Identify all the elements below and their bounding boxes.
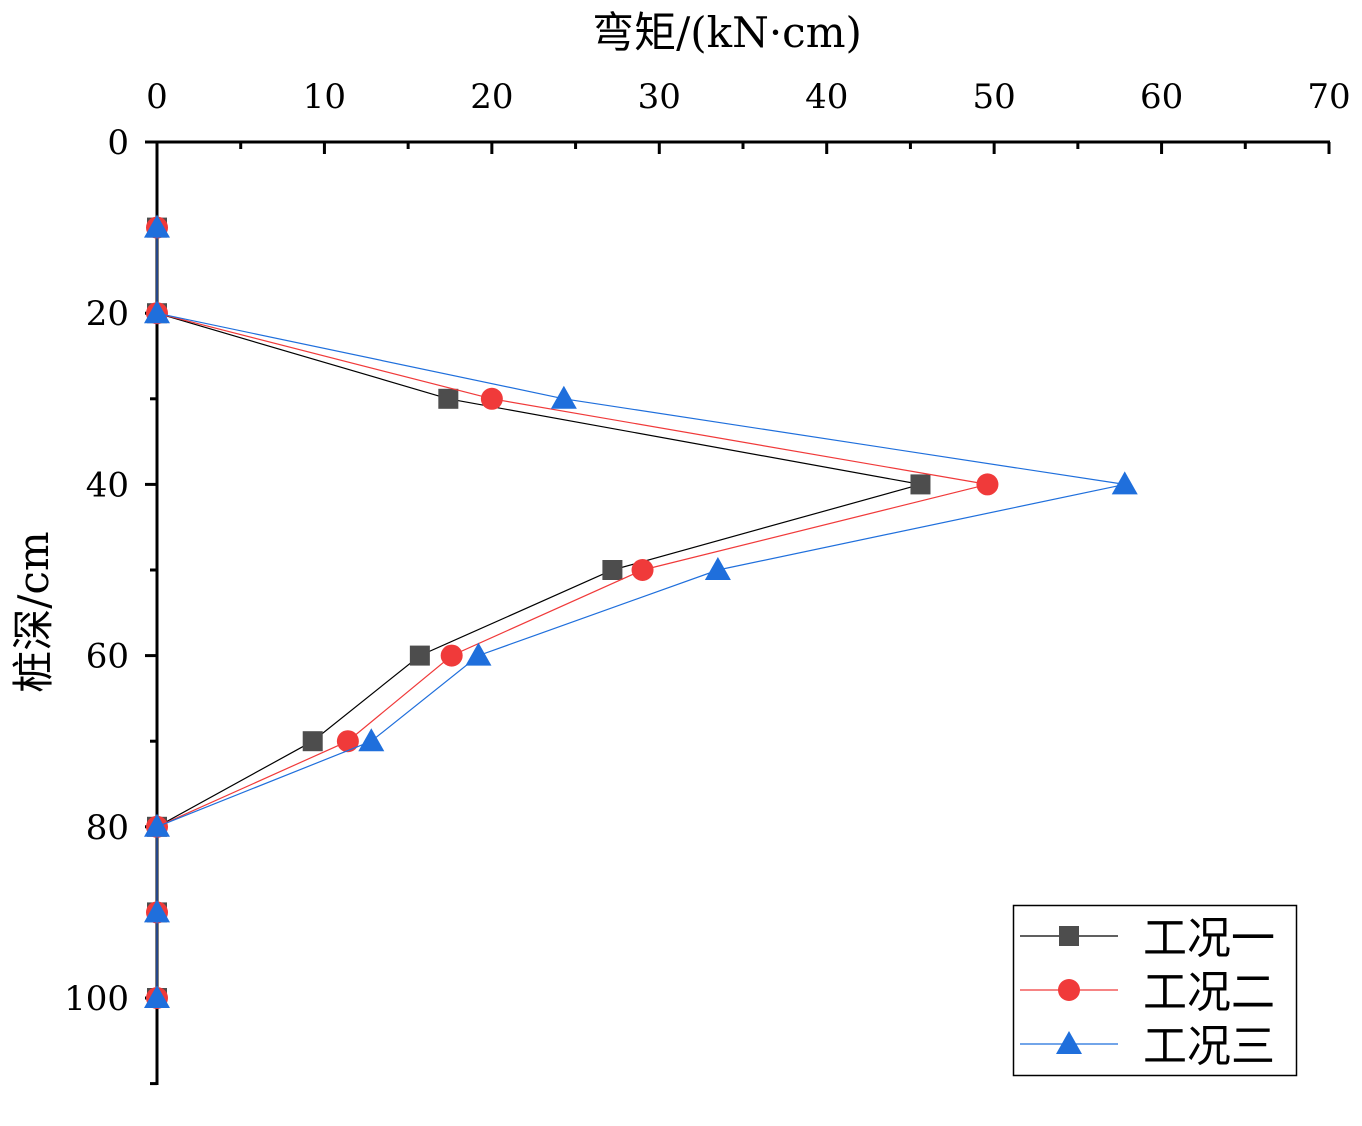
legend-marker <box>1059 926 1079 946</box>
y-tick-label: 20 <box>86 294 129 334</box>
x-tick-label: 10 <box>303 77 346 117</box>
data-point <box>440 644 463 667</box>
x-axis-title: 弯矩/(kN·cm) <box>592 8 862 57</box>
x-tick-label: 70 <box>1307 77 1350 117</box>
x-tick-label: 60 <box>1140 77 1183 117</box>
data-point <box>144 214 170 238</box>
data-point <box>336 730 359 753</box>
data-point <box>602 560 623 580</box>
x-tick-label: 30 <box>638 77 681 117</box>
data-point <box>438 388 459 409</box>
data-point <box>704 557 731 580</box>
data-point <box>358 728 385 752</box>
legend-label: 工况三 <box>1143 1021 1275 1072</box>
data-point <box>465 642 492 666</box>
axes: 0 10 20 30 40 50 60 70 0 20 40 60 80 100 <box>64 77 1351 1086</box>
legend-label: 工况二 <box>1143 967 1275 1018</box>
series-group <box>144 214 1138 1009</box>
data-point <box>144 813 170 837</box>
y-tick-label: 100 <box>64 979 129 1019</box>
data-point <box>1111 471 1138 495</box>
series-3 <box>144 214 1138 1008</box>
data-point <box>144 899 170 923</box>
data-point <box>144 985 170 1008</box>
x-tick-label: 20 <box>470 77 513 117</box>
y-tick-label: 40 <box>86 465 129 505</box>
x-tick-label: 50 <box>973 77 1016 117</box>
data-point <box>144 300 170 324</box>
x-tick-label: 0 <box>146 77 168 117</box>
series-2 <box>146 216 999 1009</box>
data-point <box>976 473 999 496</box>
data-point <box>409 645 430 666</box>
series-line <box>156 227 921 998</box>
y-tick-label: 80 <box>86 808 129 848</box>
legend-marker <box>1058 979 1080 1001</box>
data-point <box>550 385 577 409</box>
data-point <box>302 731 323 752</box>
y-tick-label: 0 <box>107 123 129 163</box>
series-line <box>156 227 1125 998</box>
data-point <box>631 559 654 581</box>
legend-label: 工况一 <box>1143 913 1275 964</box>
y-axis-title: 桩深/cm <box>9 531 58 693</box>
data-point <box>480 387 503 410</box>
legend-marker <box>1056 1031 1082 1054</box>
series-line <box>156 227 988 998</box>
y-tick-label: 60 <box>86 637 129 677</box>
x-tick-label: 40 <box>805 77 848 117</box>
data-point <box>910 474 931 495</box>
